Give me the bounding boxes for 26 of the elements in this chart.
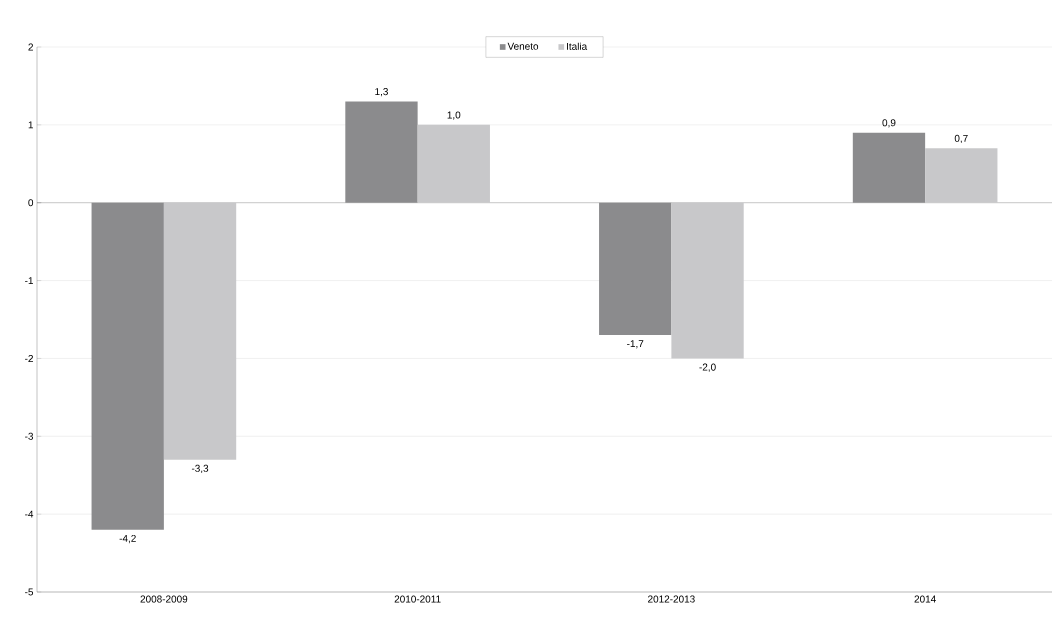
x-tick-label: 2014	[914, 595, 936, 603]
bar	[417, 124, 490, 203]
y-tick-label: -4	[25, 510, 34, 518]
y-tick-label: 2	[28, 43, 33, 51]
bar	[671, 202, 744, 359]
data-label: -1,7	[627, 340, 644, 349]
data-label: 1,3	[375, 88, 388, 97]
data-label: -4,2	[119, 534, 136, 544]
x-tick-label: 2012-2013	[648, 595, 695, 603]
legend-label: Veneto	[507, 42, 539, 50]
data-label: -2,0	[699, 363, 716, 372]
bar	[163, 202, 237, 460]
data-label: 0,9	[882, 119, 896, 128]
x-tick-label: 2010-2011	[394, 595, 441, 603]
data-label: -3,3	[191, 464, 209, 474]
y-tick-label: -1	[25, 277, 33, 284]
y-tick-label: 0	[28, 199, 34, 207]
bar	[925, 148, 998, 203]
y-tick-label: -3	[25, 432, 34, 440]
y-tick-label: -5	[25, 588, 34, 596]
y-tick-label: -2	[25, 354, 33, 362]
data-label: 1,0	[447, 111, 461, 120]
legend-label: Italia	[567, 42, 588, 50]
y-tick-label: 1	[28, 121, 33, 129]
data-label: 0,7	[954, 134, 968, 144]
x-tick-label: 2008-2009	[140, 595, 188, 603]
